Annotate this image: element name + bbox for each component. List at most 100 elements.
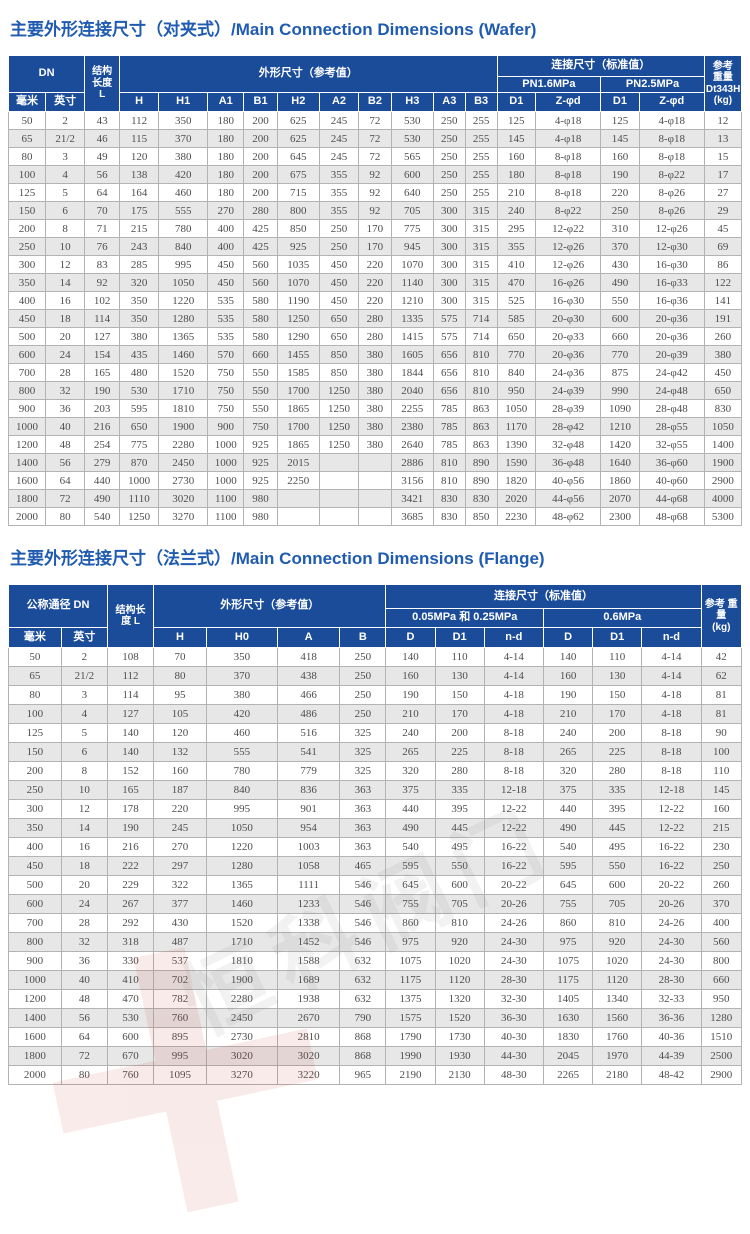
table-cell: 325: [339, 742, 387, 762]
table-cell: 310: [600, 219, 640, 238]
table-cell: 130: [434, 666, 485, 686]
table-cell: 14: [45, 273, 86, 292]
table-cell: 12-22: [483, 799, 545, 819]
table-cell: 28: [45, 363, 86, 382]
column-header-low-pressure: 0.05MPa 和 0.25MPa: [385, 608, 545, 628]
table-cell: 15: [703, 147, 743, 166]
table-cell: 755: [543, 894, 594, 914]
table-row: 250 10 76 243 840 400 425 925 250 170 945 300 315 355…: [7, 237, 743, 256]
table-cell: 245: [153, 818, 207, 838]
table-cell: 425: [243, 219, 278, 238]
table-cell: 2900: [700, 1065, 743, 1085]
column-header-pn25-d1: D1: [600, 92, 640, 112]
table-cell: 8-18: [641, 723, 702, 743]
table-cell: 200: [8, 761, 62, 781]
table-cell: 216: [84, 417, 121, 436]
table-cell: 1190: [276, 291, 320, 310]
table-cell: 645: [385, 875, 436, 895]
table-cell: 1020: [592, 951, 643, 971]
table-cell: 325: [339, 723, 387, 743]
table-cell: 4-18: [483, 685, 545, 705]
table-cell: 240: [496, 201, 537, 220]
table-cell: 700: [7, 363, 47, 382]
table-cell: 20-26: [641, 894, 702, 914]
table-cell: 380: [358, 417, 392, 436]
table-cell: 170: [358, 219, 392, 238]
table-cell: 1220: [158, 291, 209, 310]
table-cell: 435: [119, 345, 160, 364]
table-cell: 400: [700, 913, 743, 933]
table-cell: 1050: [205, 818, 278, 838]
column-header-h0: H0: [205, 627, 278, 648]
table-cell: 160: [700, 799, 743, 819]
table-cell: 370: [158, 129, 209, 148]
table-cell: 450: [318, 291, 360, 310]
table-row: 1000 40 216 650 1900 900 750 1700 1250 380 2380 785…: [7, 417, 743, 436]
table-cell: 1340: [592, 989, 643, 1009]
table-cell: 1560: [592, 1008, 643, 1028]
table-cell: 2730: [205, 1027, 278, 1047]
table-cell: 425: [243, 237, 278, 256]
table-cell: 625: [276, 129, 320, 148]
table-cell: 3220: [276, 1065, 341, 1085]
table-cell: 8-18: [641, 742, 702, 762]
table-cell: 560: [243, 273, 278, 292]
table-cell: 260: [700, 875, 743, 895]
table-cell: 975: [385, 932, 436, 952]
column-header-structure-length: 结构长 度 L: [106, 584, 155, 648]
table-cell: 1020: [434, 951, 485, 971]
table-cell: 2450: [158, 453, 209, 472]
wafer-table-header: DN 结构 长度 L 外形尺寸（参考值） 连接尺寸（标准值） 参考 重量 Dt3…: [7, 55, 743, 112]
table-cell: 580: [243, 291, 278, 310]
table-cell: 2280: [158, 435, 209, 454]
table-cell: 150: [8, 742, 62, 762]
table-cell: 1575: [385, 1008, 436, 1028]
table-cell: [318, 471, 360, 490]
table-cell: 500: [8, 875, 62, 895]
table-cell: 1058: [276, 856, 341, 876]
column-header-dn: DN: [7, 55, 86, 93]
table-cell: 925: [276, 237, 320, 256]
table-cell: 363: [339, 799, 387, 819]
table-cell: 229: [106, 875, 155, 895]
table-cell: 1520: [158, 363, 209, 382]
table-cell: 12-22: [641, 818, 702, 838]
table-cell: 780: [158, 219, 209, 238]
table-cell: 445: [592, 818, 643, 838]
table-cell: 830: [464, 489, 498, 508]
table-row: 80 3 114 95 380 466 250 190 150 4-18 190 150 4-18 81: [8, 685, 743, 705]
table-cell: 8-18: [483, 761, 545, 781]
table-cell: 1400: [703, 435, 743, 454]
table-cell: 546: [339, 875, 387, 895]
table-cell: 36: [60, 951, 108, 971]
table-cell: 5: [45, 183, 86, 202]
table-cell: 1000: [119, 471, 160, 490]
table-cell: 1630: [543, 1008, 594, 1028]
table-cell: 72: [358, 147, 392, 166]
table-cell: 1075: [385, 951, 436, 971]
table-cell: 380: [358, 435, 392, 454]
table-cell: 300: [7, 255, 47, 274]
table-cell: 1520: [434, 1008, 485, 1028]
table-cell: 1365: [158, 327, 209, 346]
table-cell: 830: [432, 507, 466, 526]
table-cell: 595: [119, 399, 160, 418]
table-cell: 5300: [703, 507, 743, 526]
table-cell: 20-φ33: [535, 327, 602, 346]
table-cell: 145: [700, 780, 743, 800]
table-cell: 2380: [390, 417, 434, 436]
column-header-nominal-diameter: 公称通径 DN: [8, 584, 108, 628]
wafer-dimensions-table: DN 结构 长度 L 外形尺寸（参考值） 连接尺寸（标准值） 参考 重量 Dt3…: [7, 55, 743, 526]
table-cell: [358, 453, 392, 472]
table-cell: 18: [45, 309, 86, 328]
table-cell: 2900: [703, 471, 743, 490]
column-header-pn25: PN2.5MPa: [600, 76, 705, 93]
table-cell: 1970: [592, 1046, 643, 1066]
table-cell: 21/2: [45, 129, 86, 148]
table-cell: 370: [600, 237, 640, 256]
column-header-inch: 英寸: [60, 627, 108, 648]
table-cell: 1003: [276, 837, 341, 857]
table-cell: 12-22: [483, 818, 545, 838]
table-cell: 800: [7, 381, 47, 400]
table-cell: 760: [153, 1008, 207, 1028]
